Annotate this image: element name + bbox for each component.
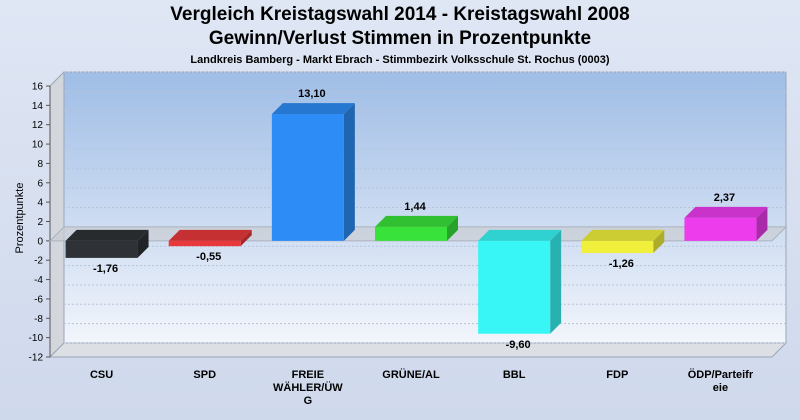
bar-side <box>137 229 149 258</box>
bar-side <box>653 229 665 254</box>
y-tick-label: 6 <box>37 178 43 189</box>
y-tick-label: 0 <box>37 236 43 247</box>
y-tick-label: -4 <box>34 275 43 286</box>
bar-front <box>375 226 447 241</box>
y-tick-label: -8 <box>34 314 43 325</box>
x-tick-label: FDP <box>606 369 628 381</box>
bar-top <box>168 229 252 241</box>
bar <box>581 229 665 254</box>
chart-subtitle: Landkreis Bamberg - Markt Ebrach - Stimm… <box>190 54 610 66</box>
bar-top <box>581 229 665 241</box>
bar <box>684 206 768 241</box>
bar-front <box>168 240 241 247</box>
x-tick-label: BBL <box>503 369 526 381</box>
x-tick-label-line: ÖDP/Parteifr <box>688 368 754 381</box>
bar-front <box>478 240 551 334</box>
bar-front <box>684 217 757 241</box>
y-tick-label: 10 <box>32 140 44 151</box>
x-tick-label: SPD <box>193 369 216 381</box>
x-tick-label: CSU <box>90 369 113 381</box>
x-tick-label-line: FDP <box>606 369 628 381</box>
y-tick-label: -10 <box>29 333 44 344</box>
x-tick-label-line: eie <box>713 382 728 394</box>
bar <box>478 229 562 334</box>
chart-title-line2: Gewinn/Verlust Stimmen in Prozentpunkte <box>208 28 592 49</box>
bar-side <box>447 215 458 241</box>
bar <box>168 229 252 247</box>
bar-top <box>65 229 149 241</box>
bar-side <box>550 229 562 334</box>
x-tick-label-line: GRÜNE/AL <box>382 368 440 381</box>
bar-side <box>240 229 252 247</box>
y-tick-label: 4 <box>37 198 43 209</box>
bar <box>271 103 355 241</box>
bar-top <box>478 229 562 241</box>
x-tick-label: ÖDP/Parteifr eie <box>688 368 754 394</box>
y-tick-label: 2 <box>37 217 43 228</box>
x-tick-label-line: FREIE <box>292 369 324 381</box>
chart-title: Vergleich Kreistagswahl 2014 - Kreistags… <box>170 4 630 25</box>
bar-side <box>756 206 768 241</box>
bar-front <box>581 240 654 254</box>
bar-top <box>271 103 355 115</box>
data-label: 1,44 <box>404 201 426 213</box>
data-label: -1,26 <box>609 258 634 270</box>
data-label: -1,76 <box>93 263 118 275</box>
bar-front <box>271 114 344 241</box>
x-tick-label-line: SPD <box>193 369 216 381</box>
bar-top <box>375 215 458 227</box>
bar-side <box>343 103 355 241</box>
bar-front <box>65 240 138 258</box>
y-tick-label: 16 <box>32 82 44 93</box>
x-tick-label-line: G <box>304 395 313 407</box>
plot-side-wall <box>49 70 65 359</box>
y-tick-label: -6 <box>34 294 43 305</box>
bar-top <box>684 206 768 218</box>
y-tick-label: 12 <box>32 120 44 131</box>
y-tick-label: 8 <box>37 159 43 170</box>
data-label: 2,37 <box>714 192 735 204</box>
x-tick-label-line: CSU <box>90 369 113 381</box>
data-label: -9,60 <box>506 339 531 351</box>
data-label: -0,55 <box>196 251 221 263</box>
plot-floor <box>48 342 788 358</box>
x-tick-label-line: WÄHLER/ÜW <box>273 381 343 394</box>
x-tick-label: FREIE WÄHLER/ÜW G <box>273 369 343 407</box>
data-label: 13,10 <box>298 88 326 100</box>
y-tick-label: -12 <box>29 353 44 364</box>
y-tick-label: 14 <box>32 101 44 112</box>
x-tick-label-line: BBL <box>503 369 526 381</box>
bar <box>65 229 149 258</box>
y-tick-label: -2 <box>34 256 43 267</box>
bar <box>375 215 458 241</box>
x-tick-label: GRÜNE/AL <box>382 368 440 381</box>
